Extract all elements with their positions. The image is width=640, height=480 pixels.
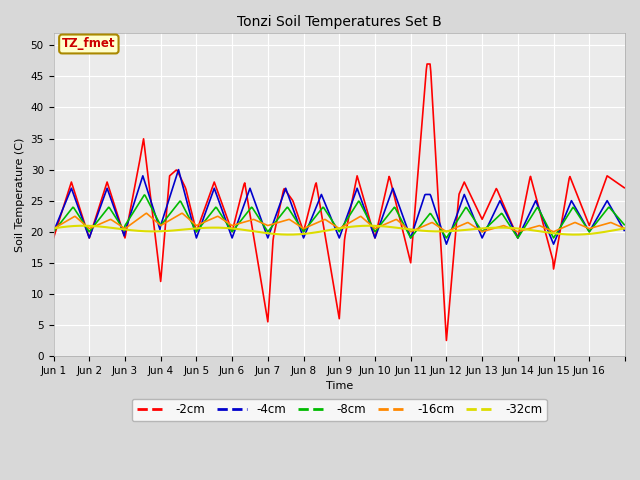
-2cm	[423, 61, 431, 67]
-8cm	[116, 222, 124, 228]
Text: TZ_fmet: TZ_fmet	[62, 37, 116, 50]
-4cm	[431, 204, 438, 210]
-16cm	[272, 220, 280, 226]
-2cm	[250, 234, 257, 240]
-2cm	[50, 235, 58, 241]
-32cm	[251, 228, 259, 234]
-16cm	[431, 222, 439, 228]
-4cm	[50, 229, 58, 235]
-4cm	[443, 241, 451, 247]
-2cm	[431, 133, 438, 139]
-16cm	[399, 222, 406, 228]
-4cm	[222, 218, 230, 224]
-16cm	[620, 226, 628, 231]
-16cm	[50, 226, 58, 231]
-4cm	[399, 212, 406, 218]
-4cm	[251, 198, 259, 204]
Line: -2cm: -2cm	[54, 64, 624, 340]
X-axis label: Time: Time	[326, 381, 353, 391]
Legend: -2cm, -4cm, -8cm, -16cm, -32cm: -2cm, -4cm, -8cm, -16cm, -32cm	[132, 399, 547, 421]
-32cm	[222, 225, 230, 231]
-2cm	[620, 185, 628, 191]
-4cm	[620, 228, 628, 233]
-32cm	[620, 226, 628, 231]
-2cm	[443, 337, 451, 343]
Line: -4cm: -4cm	[54, 169, 624, 244]
-8cm	[272, 218, 280, 224]
-8cm	[620, 222, 628, 228]
-8cm	[50, 229, 58, 235]
-2cm	[116, 221, 124, 227]
Line: -8cm: -8cm	[54, 195, 624, 238]
-16cm	[407, 229, 415, 235]
Title: Tonzi Soil Temperatures Set B: Tonzi Soil Temperatures Set B	[237, 15, 442, 29]
-16cm	[222, 219, 230, 225]
-32cm	[272, 231, 280, 237]
-8cm	[407, 235, 415, 241]
-2cm	[398, 224, 406, 229]
-16cm	[251, 217, 259, 223]
-32cm	[50, 226, 58, 231]
-8cm	[140, 192, 148, 198]
Line: -32cm: -32cm	[54, 226, 624, 235]
-8cm	[431, 218, 439, 224]
-32cm	[79, 223, 87, 228]
-16cm	[116, 223, 124, 228]
Line: -16cm: -16cm	[54, 213, 624, 232]
-4cm	[175, 167, 182, 172]
-32cm	[117, 226, 125, 232]
-8cm	[399, 219, 406, 225]
-4cm	[116, 223, 124, 228]
-32cm	[431, 228, 439, 234]
Y-axis label: Soil Temperature (C): Soil Temperature (C)	[15, 137, 25, 252]
-32cm	[399, 226, 407, 231]
-4cm	[272, 212, 280, 218]
-16cm	[143, 210, 150, 216]
-8cm	[251, 208, 259, 214]
-8cm	[222, 220, 230, 226]
-2cm	[271, 226, 279, 231]
-2cm	[221, 210, 229, 216]
-32cm	[285, 232, 293, 238]
